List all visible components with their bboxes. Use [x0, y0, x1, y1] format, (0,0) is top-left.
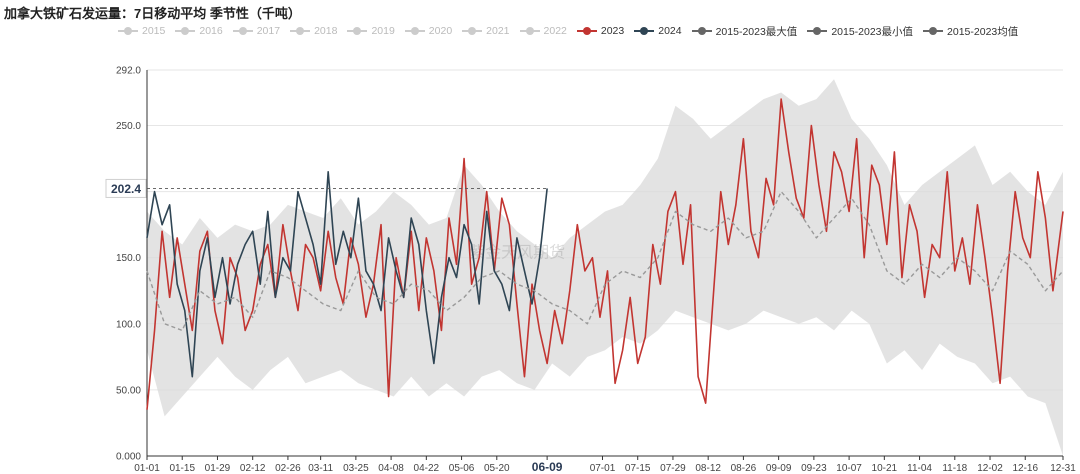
- x-tick-labels: 01-01 01-15 01-29 02-12 02-26 03-11 03-25 04-08…: [134, 460, 1076, 474]
- x-tick-label: 12-31: [1050, 463, 1076, 474]
- x-tick-label: 02-26: [275, 463, 301, 474]
- legend-swatch-icon: [118, 26, 138, 36]
- legend-item-2023[interactable]: 2023: [576, 25, 625, 37]
- y-tick-label: 0.000: [116, 452, 141, 463]
- legend: 2015 2016 2017 2018 2019 2020 2021 2022 2023 2024…: [118, 23, 1018, 39]
- x-tick-label: 10-21: [872, 463, 898, 474]
- legend-label: 2024: [658, 25, 682, 37]
- y-tick-label: 50.00: [116, 385, 141, 396]
- series-line-2024: [146, 170, 548, 378]
- legend-swatch-icon: [462, 26, 483, 36]
- legend-item-2015-2023最大值[interactable]: 2015-2023最大值: [691, 24, 798, 39]
- y-tick-label: 292.0: [116, 66, 141, 77]
- max-min-band: [147, 79, 1063, 457]
- legend-item-2015-2023均值[interactable]: 2015-2023均值: [923, 24, 1018, 39]
- x-tick-label: 01-01: [134, 463, 160, 474]
- x-tick-label: 09-09: [766, 463, 792, 474]
- legend-swatch-icon: [634, 26, 655, 36]
- legend-item-2021[interactable]: 2021: [462, 25, 510, 37]
- x-tick-label: 07-01: [590, 463, 616, 474]
- legend-label: 2019: [371, 25, 395, 37]
- x-tick-label: 03-11: [308, 463, 333, 474]
- x-tick-label: 04-08: [378, 463, 404, 474]
- x-tick-label: 03-25: [343, 463, 369, 474]
- legend-swatch-icon: [175, 26, 196, 36]
- legend-label: 2017: [256, 25, 281, 37]
- legend-swatch-icon: [519, 26, 540, 36]
- x-tick-label: 11-18: [942, 463, 967, 474]
- series-lines: [146, 98, 1064, 410]
- x-tick-label: 08-26: [731, 463, 757, 474]
- legend-item-2024[interactable]: 2024: [634, 25, 682, 37]
- legend-label: 2020: [428, 25, 453, 37]
- legend-label: 2018: [314, 25, 338, 37]
- legend-item-2016[interactable]: 2016: [175, 25, 223, 37]
- legend-item-2022[interactable]: 2022: [519, 25, 567, 37]
- legend-swatch-icon: [347, 26, 368, 36]
- legend-label: 2022: [543, 25, 567, 37]
- x-tick-label: 12-02: [977, 463, 1003, 474]
- x-tick-label: 01-29: [205, 463, 231, 474]
- tooltip-box: [105, 178, 147, 198]
- legend-item-2015-2023最小值[interactable]: 2015-2023最小值: [807, 24, 913, 39]
- legend-item-2015[interactable]: 2015: [118, 25, 165, 37]
- x-tick-label: 04-22: [414, 463, 440, 474]
- x-tick-label: 02-12: [240, 463, 266, 474]
- legend-label: 2021: [486, 25, 510, 37]
- x-tick-label: 08-12: [695, 463, 721, 474]
- x-tick-label: 06-09: [532, 460, 563, 474]
- legend-label: 2015-2023最小值: [831, 25, 914, 38]
- y-tick-label: 250.0: [116, 121, 141, 132]
- y-tick-label: 100.0: [116, 319, 141, 330]
- x-tick-label: 10-07: [836, 463, 862, 474]
- legend-swatch-icon: [290, 26, 311, 36]
- band-area: [147, 79, 1063, 457]
- legend-swatch-icon: [404, 26, 425, 36]
- axes: [146, 70, 1064, 460]
- series-line-2015-2023均值: [146, 190, 1064, 332]
- legend-label: 2015-2023均值: [947, 25, 1019, 38]
- legend-item-2018[interactable]: 2018: [290, 25, 337, 37]
- legend-item-2019[interactable]: 2019: [347, 25, 395, 37]
- series-line-2023: [146, 98, 1064, 410]
- legend-label: 2015: [142, 25, 166, 37]
- legend-item-2017[interactable]: 2017: [232, 25, 281, 37]
- x-tick-label: 05-06: [449, 463, 475, 474]
- x-tick-label: 12-16: [1012, 463, 1038, 474]
- x-tick-label: 01-15: [169, 463, 195, 474]
- legend-label: 2023: [600, 25, 625, 37]
- x-tick-label: 07-15: [625, 463, 651, 474]
- legend-swatch-icon: [923, 26, 944, 36]
- legend-label: 2015-2023最大值: [715, 25, 798, 38]
- tooltip: 202.4: [105, 178, 548, 198]
- legend-swatch-icon: [807, 26, 828, 36]
- legend-swatch-icon: [576, 26, 597, 36]
- legend-swatch-icon: [691, 26, 712, 36]
- x-tick-label: 11-04: [907, 463, 932, 474]
- legend-label: 2016: [199, 25, 223, 37]
- legend-item-2020[interactable]: 2020: [404, 25, 453, 37]
- x-tick-label: 09-23: [801, 463, 827, 474]
- y-tick-label: 150.0: [116, 253, 141, 264]
- x-tick-label: 05-20: [484, 463, 510, 474]
- chart-title: 加拿大铁矿石发运量：7日移动平均 季节性（千吨）: [4, 6, 301, 21]
- legend-swatch-icon: [232, 26, 253, 36]
- x-tick-label: 07-29: [660, 463, 686, 474]
- tooltip-value: 202.4: [111, 182, 141, 196]
